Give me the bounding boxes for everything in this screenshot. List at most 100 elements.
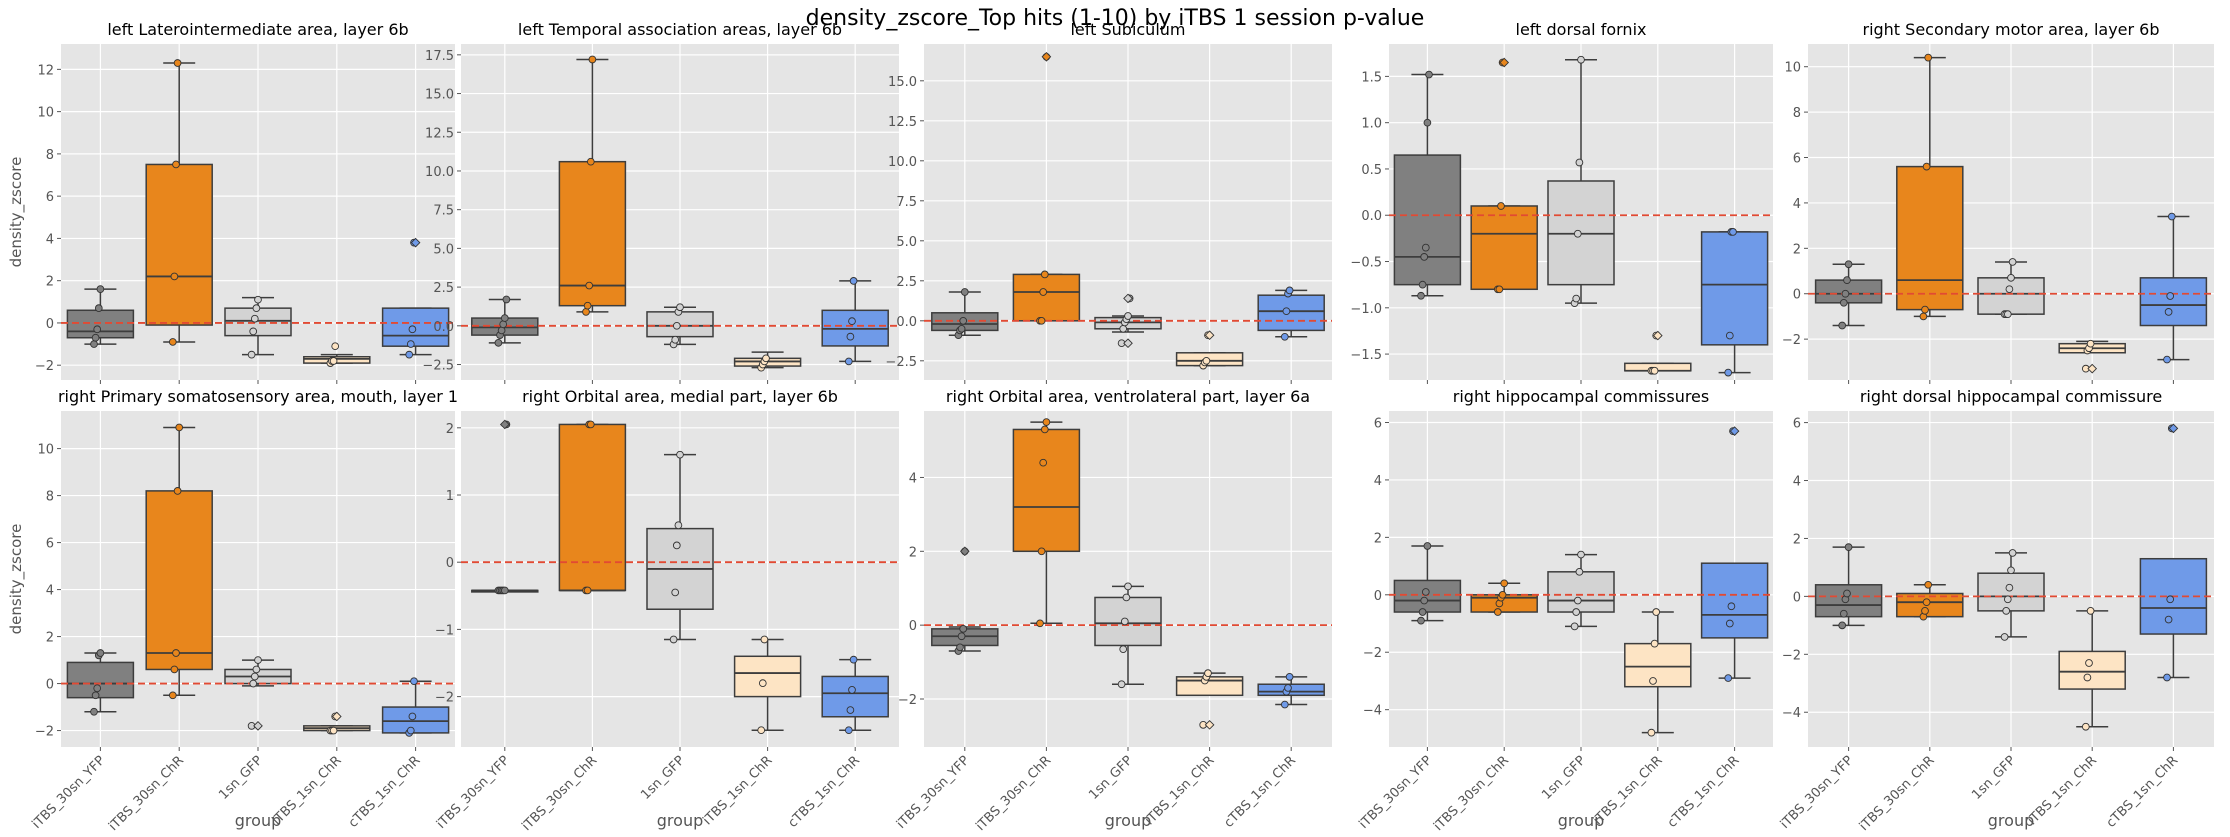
y-tick-label: 8 [46, 490, 54, 505]
data-point [497, 326, 506, 335]
data-point [1042, 418, 1051, 426]
y-tick-label: 4 [46, 232, 54, 247]
y-tick-label: −2 [435, 691, 454, 706]
data-point [173, 59, 182, 67]
data-point [94, 304, 103, 313]
y-tick-label: 4 [909, 471, 917, 486]
x-tick-label: 1sn_GFP [638, 753, 688, 803]
data-point [1922, 598, 1931, 607]
box-iTBS_30sn_ChR [1896, 165, 1964, 311]
data-point [1423, 118, 1432, 127]
panel-title: right dorsal hippocampal commissure [1860, 387, 2162, 406]
panel-title: left dorsal fornix [1516, 20, 1647, 39]
x-tick-label: iTBS_30sn_YFP [1778, 753, 1857, 832]
x-tick-label: cTBS_1sn_ChR [785, 753, 863, 831]
data-point [2005, 583, 2014, 592]
x-tick-label: iTBS_30sn_ChR [1857, 753, 1938, 834]
outlier-point [1204, 720, 1215, 730]
data-point [1724, 674, 1733, 682]
data-point [2007, 273, 2015, 282]
box-1sn_GFP [1977, 572, 2045, 612]
data-point [2085, 659, 2093, 667]
x-axis-label: group [1105, 811, 1151, 830]
data-point [2086, 339, 2095, 348]
data-point [676, 303, 684, 312]
outlier-point [2087, 363, 2098, 374]
y-tick-label: −1.5 [1350, 348, 1382, 363]
data-point [1500, 579, 1509, 588]
data-point [1420, 253, 1429, 261]
data-point [1724, 368, 1733, 377]
panel-title: right Orbital area, medial part, layer 6… [522, 387, 838, 406]
panel-title: left Temporal association areas, layer 6… [518, 20, 842, 39]
data-point [1839, 609, 1848, 618]
outlier-point [253, 721, 263, 731]
data-point [90, 707, 98, 716]
outlier-point [1652, 330, 1663, 341]
panel-title: right Orbital area, ventrolateral part, … [946, 387, 1310, 406]
data-point [849, 655, 858, 664]
data-point [2000, 633, 2009, 641]
box-iTBS_30sn_ChR [1012, 273, 1081, 322]
box-iTBS_1sn_ChR [1624, 642, 1692, 688]
box-iTBS_30sn_ChR [1470, 205, 1538, 291]
data-point [674, 521, 683, 530]
x-tick-label: iTBS_1sn_ChR [2025, 753, 2100, 828]
data-point [848, 317, 856, 326]
panel-9: −4 −2 0 2 4 6 right hippocampal commissures iTB… [1357, 387, 1773, 834]
data-point [250, 672, 259, 681]
data-point [846, 332, 855, 341]
data-point [1280, 700, 1289, 709]
y-tick-label: 0 [1374, 589, 1382, 604]
data-point [1575, 158, 1584, 167]
y-tick-label: 2 [1793, 532, 1801, 547]
data-point [586, 420, 595, 429]
box-cTBS_1sn_ChR [2139, 277, 2208, 327]
y-tick-label: 0.5 [1361, 163, 1382, 178]
outlier-point [1729, 426, 1740, 436]
x-tick-label: 1sn_GFP [1969, 753, 2019, 803]
y-tick-label: 2.5 [896, 275, 917, 290]
data-point [2081, 722, 2090, 731]
data-point [582, 308, 590, 316]
box-1sn_GFP [224, 307, 292, 337]
y-tick-label: 1 [446, 489, 454, 504]
y-tick-label: −2 [35, 725, 54, 740]
data-point [758, 679, 767, 688]
data-point [671, 588, 680, 597]
data-point [1423, 542, 1432, 550]
data-point [494, 338, 503, 347]
x-tick-label: iTBS_30sn_ChR [519, 753, 600, 834]
panel-title: right Secondary motor area, layer 6b [1862, 20, 2159, 39]
data-point [2083, 673, 2092, 682]
data-point [1922, 162, 1931, 171]
panel-title: left Subiculum [1070, 20, 1185, 39]
data-point [1037, 547, 1046, 556]
data-point [252, 304, 261, 313]
y-axis-label: density_zscore [7, 157, 26, 268]
data-point [500, 314, 509, 322]
data-point [329, 726, 338, 735]
y-tick-label: 10 [1784, 61, 1801, 76]
y-tick-label: 8 [1793, 106, 1801, 121]
data-point [1039, 288, 1048, 296]
data-point [1421, 243, 1430, 252]
box-iTBS_30sn_YFP [66, 309, 135, 339]
data-point [173, 487, 182, 495]
y-tick-label: −1 [435, 623, 454, 638]
data-point [1650, 639, 1659, 648]
data-point [1202, 356, 1211, 365]
box-iTBS_30sn_ChR [1896, 592, 1964, 618]
data-point [1575, 567, 1584, 576]
panel-2: −2.5 0.0 2.5 5.0 7.5 10.0 12.5 15.0 17.5 left Tem… [422, 20, 899, 384]
x-tick-label: cTBS_1sn_ChR [1665, 753, 1743, 831]
data-point [848, 686, 856, 694]
y-tick-label: 2 [1793, 242, 1801, 257]
x-tick-label: iTBS_1sn_ChR [700, 753, 775, 828]
y-tick-label: 7.5 [896, 195, 917, 210]
y-tick-label: 6 [1374, 416, 1382, 431]
data-point [2003, 595, 2012, 604]
data-point [2003, 310, 2012, 319]
data-point [1844, 543, 1853, 551]
x-tick-label: cTBS_1sn_ChR [2104, 753, 2182, 831]
